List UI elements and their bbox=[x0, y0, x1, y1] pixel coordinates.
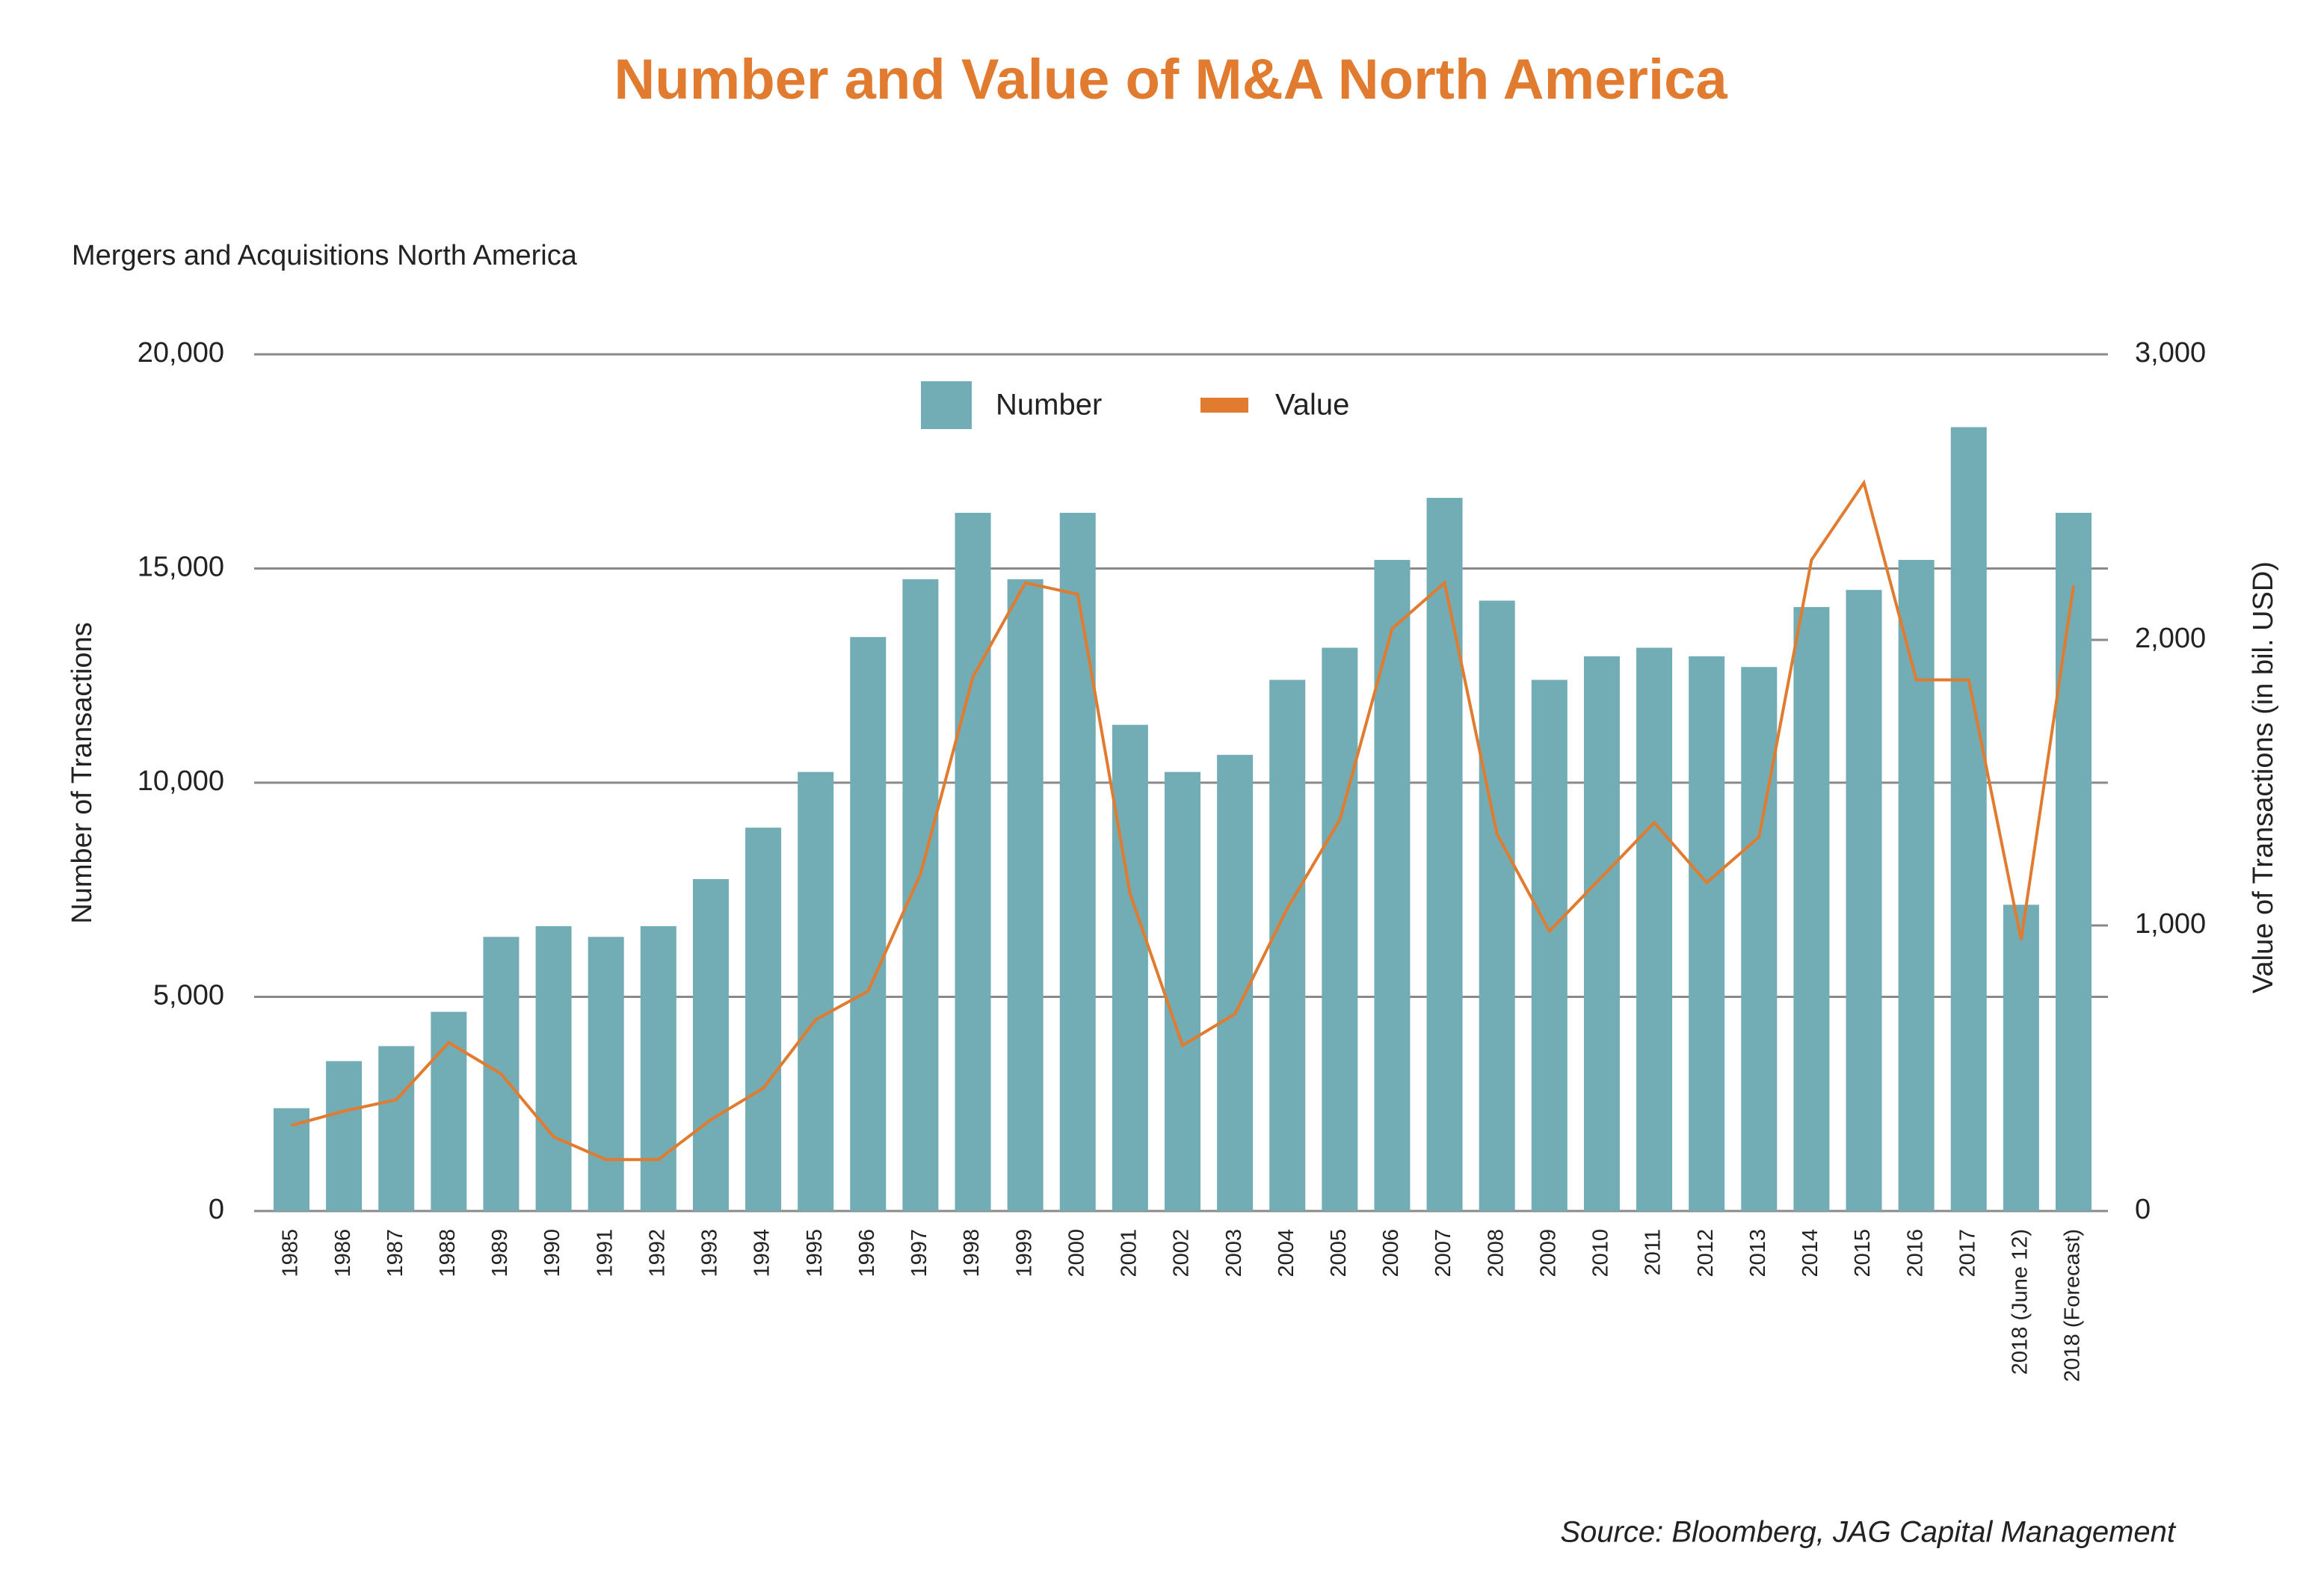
x-tick-label: 1985 bbox=[279, 1229, 303, 1278]
x-tick-label: 2009 bbox=[1536, 1229, 1560, 1278]
bar bbox=[1689, 656, 1725, 1211]
x-tick-label: 2013 bbox=[1746, 1229, 1770, 1278]
legend-swatch bbox=[921, 381, 972, 429]
y2-tick-label: 3,000 bbox=[2135, 337, 2206, 369]
x-tick-label: 1997 bbox=[907, 1229, 931, 1278]
x-tick-label: 1999 bbox=[1012, 1229, 1036, 1278]
x-tick-label: 2001 bbox=[1118, 1229, 1141, 1278]
x-tick-label: 1994 bbox=[750, 1229, 774, 1278]
y-tick-label: 15,000 bbox=[138, 552, 224, 583]
bar bbox=[798, 771, 834, 1211]
source-note: Source: Bloomberg, JAG Capital Managemen… bbox=[1560, 1516, 2177, 1549]
x-tick-label: 1995 bbox=[803, 1229, 827, 1278]
bar bbox=[692, 878, 729, 1211]
bar bbox=[1583, 656, 1620, 1211]
x-tick-label: 2010 bbox=[1589, 1229, 1613, 1278]
bar bbox=[274, 1108, 309, 1211]
legend-swatch bbox=[1200, 398, 1248, 413]
x-tick-label: 2011 bbox=[1642, 1229, 1665, 1275]
value-line bbox=[291, 479, 2075, 1162]
chart-title: Number and Value of M&A North America bbox=[614, 48, 1727, 111]
x-tick-label: 2003 bbox=[1222, 1229, 1246, 1278]
x-tick-label: 2004 bbox=[1274, 1229, 1298, 1278]
x-tick-label: 2005 bbox=[1327, 1229, 1351, 1278]
x-tick-label: 2018 (June 12) bbox=[2009, 1229, 2032, 1375]
bar bbox=[1793, 607, 1830, 1211]
y-tick-label: 0 bbox=[209, 1194, 224, 1225]
x-tick-label: 1986 bbox=[331, 1229, 355, 1278]
bar bbox=[431, 1011, 467, 1211]
y2-tick-label: 2,000 bbox=[2135, 623, 2206, 654]
x-tick-label: 1990 bbox=[540, 1229, 564, 1278]
bar bbox=[955, 513, 991, 1211]
y-tick-label: 5,000 bbox=[153, 980, 224, 1011]
bar bbox=[1531, 680, 1568, 1211]
x-tick-label: 1993 bbox=[698, 1229, 722, 1278]
bar bbox=[745, 828, 782, 1211]
y2-tick-label: 0 bbox=[2135, 1194, 2151, 1225]
x-tick-label: 2008 bbox=[1484, 1229, 1508, 1278]
x-tick-label: 2002 bbox=[1170, 1229, 1194, 1278]
bar bbox=[1165, 771, 1200, 1211]
x-tick-label: 1987 bbox=[383, 1229, 407, 1278]
bar bbox=[1269, 680, 1306, 1211]
bar bbox=[535, 925, 572, 1211]
bar bbox=[378, 1046, 415, 1211]
bar bbox=[1217, 754, 1254, 1211]
x-tick-label: 2007 bbox=[1431, 1229, 1455, 1278]
bar bbox=[588, 937, 624, 1211]
x-tick-label: 2018 (Forecast) bbox=[2061, 1229, 2085, 1382]
legend-label: Number bbox=[996, 389, 1102, 422]
x-tick-label: 2015 bbox=[1851, 1229, 1875, 1278]
bar bbox=[1322, 647, 1358, 1211]
y-axis-title: Number of Transactions bbox=[67, 622, 98, 923]
bar bbox=[902, 579, 939, 1211]
bar bbox=[326, 1061, 363, 1211]
x-tick-label: 2006 bbox=[1379, 1229, 1403, 1278]
x-tick-label: 1998 bbox=[960, 1229, 984, 1278]
x-tick-label: 1992 bbox=[645, 1229, 669, 1278]
chart-subtitle: Mergers and Acquisitions North America bbox=[72, 240, 578, 271]
bar bbox=[1741, 667, 1778, 1211]
x-tick-label: 2012 bbox=[1694, 1229, 1718, 1278]
bar bbox=[1636, 647, 1673, 1211]
y-tick-label: 20,000 bbox=[138, 337, 224, 369]
bar bbox=[1059, 513, 1096, 1211]
y2-tick-label: 1,000 bbox=[2135, 908, 2206, 940]
x-tick-label: 1989 bbox=[488, 1229, 512, 1278]
bar bbox=[1112, 724, 1148, 1211]
legend-label: Value bbox=[1275, 389, 1349, 422]
bar bbox=[1426, 497, 1463, 1211]
bar bbox=[1479, 600, 1515, 1211]
x-tick-label: 2017 bbox=[1955, 1229, 1979, 1278]
x-tick-label: 1996 bbox=[855, 1229, 879, 1278]
bar bbox=[1898, 560, 1935, 1211]
bar bbox=[850, 637, 887, 1211]
x-tick-label: 1991 bbox=[593, 1229, 617, 1278]
bar bbox=[1374, 560, 1411, 1211]
x-tick-label: 2000 bbox=[1064, 1229, 1088, 1278]
y2-axis-title: Value of Transactions (in bil. USD) bbox=[2248, 561, 2279, 993]
x-tick-label: 2016 bbox=[1903, 1229, 1927, 1278]
bar bbox=[2056, 513, 2091, 1211]
x-tick-label: 1988 bbox=[436, 1229, 460, 1278]
bar bbox=[1846, 590, 1882, 1211]
bar bbox=[1007, 579, 1044, 1211]
x-tick-label: 2014 bbox=[1798, 1229, 1822, 1278]
bar bbox=[640, 925, 676, 1211]
y-tick-label: 10,000 bbox=[138, 765, 224, 797]
bar bbox=[1950, 427, 1987, 1212]
bar bbox=[2003, 905, 2039, 1211]
